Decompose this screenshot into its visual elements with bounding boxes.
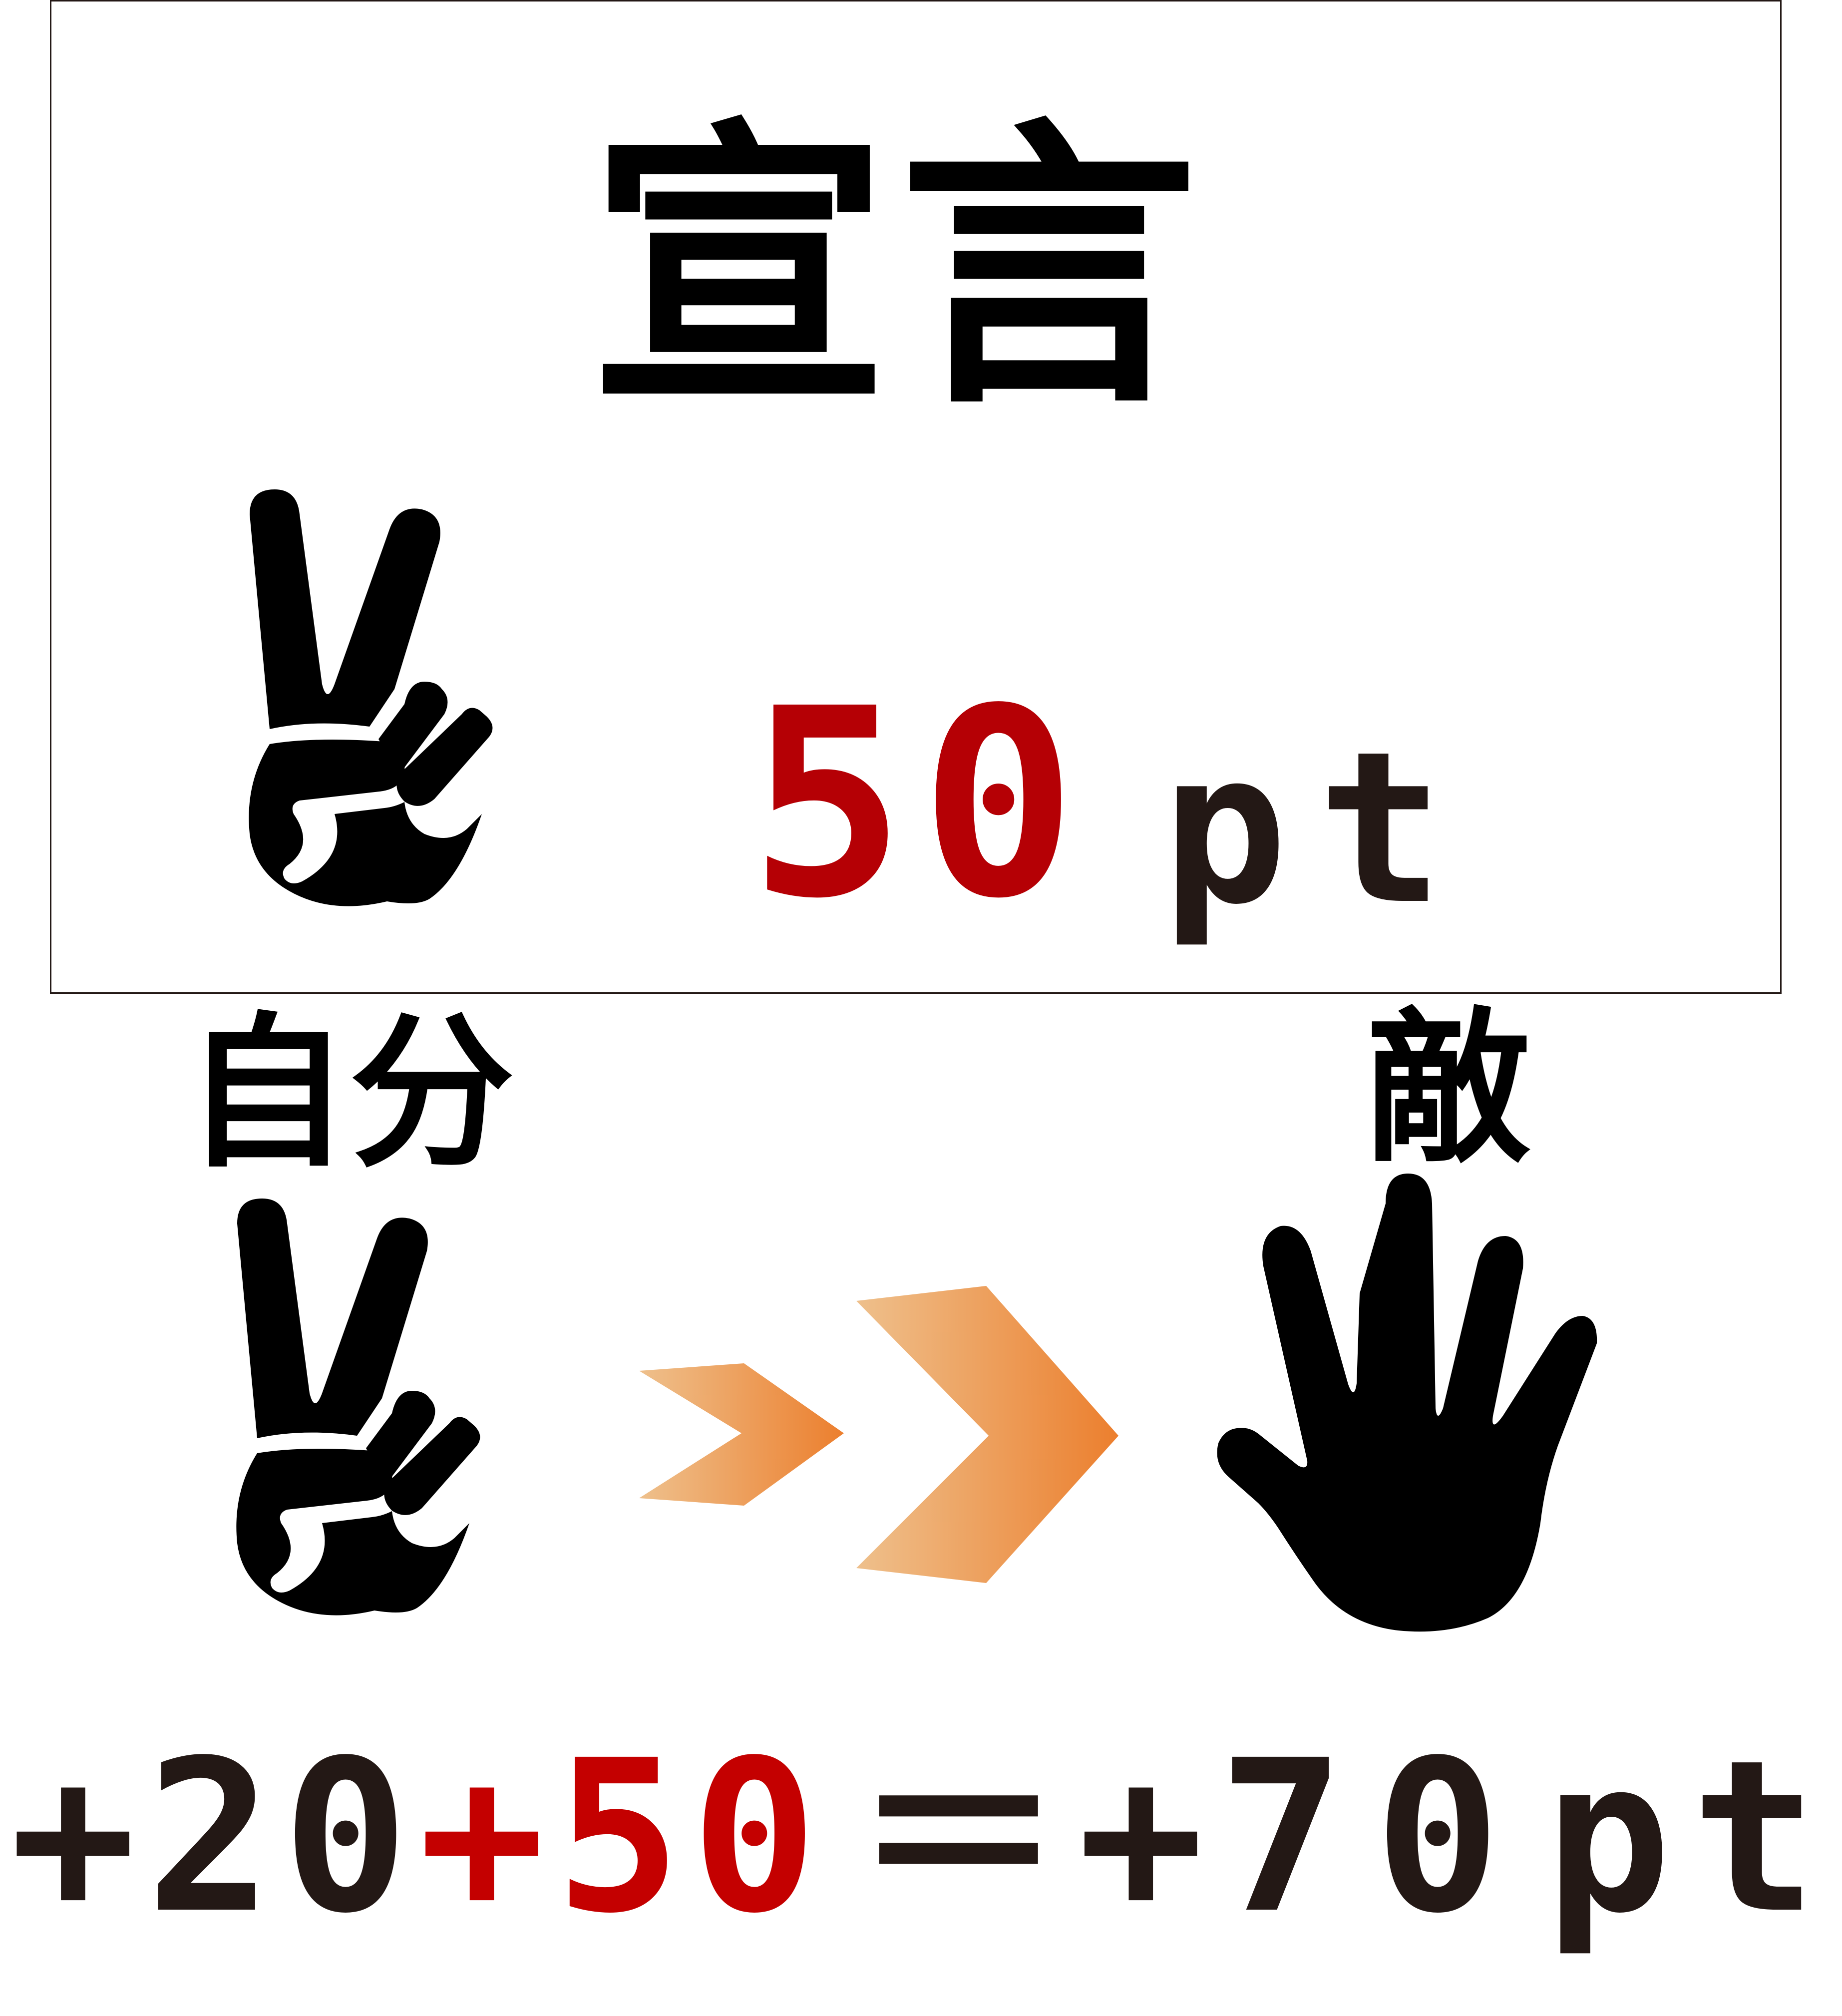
enemy-label: 敵 [1366,993,1530,1185]
equation-equals: ＝ [853,1715,1064,1960]
open-palm-icon [1208,1169,1608,1643]
declared-points: 50 pt [749,644,1474,934]
equation-term-2: +50 [418,1715,828,1960]
declared-points-value: 50 [749,653,1092,955]
equation-result-value: 70 [1218,1715,1531,1960]
declared-points-unit: pt [1161,707,1474,951]
self-label: 自分 [185,998,514,1190]
score-equation: +20 +50 ＝ + 70 pt [10,1708,1838,1968]
declaration-title: 宣言 [589,95,1208,444]
equation-term-1: +20 [10,1715,419,1960]
declaration-panel [50,0,1782,994]
equation-result-unit: pt [1545,1715,1838,1960]
chevron-right-small-icon [639,1353,859,1513]
equation-result-sign: + [1078,1715,1204,1960]
self-peace-sign-icon [227,1194,527,1618]
peace-sign-icon [240,484,539,909]
chevron-right-large-icon [849,1278,1128,1588]
